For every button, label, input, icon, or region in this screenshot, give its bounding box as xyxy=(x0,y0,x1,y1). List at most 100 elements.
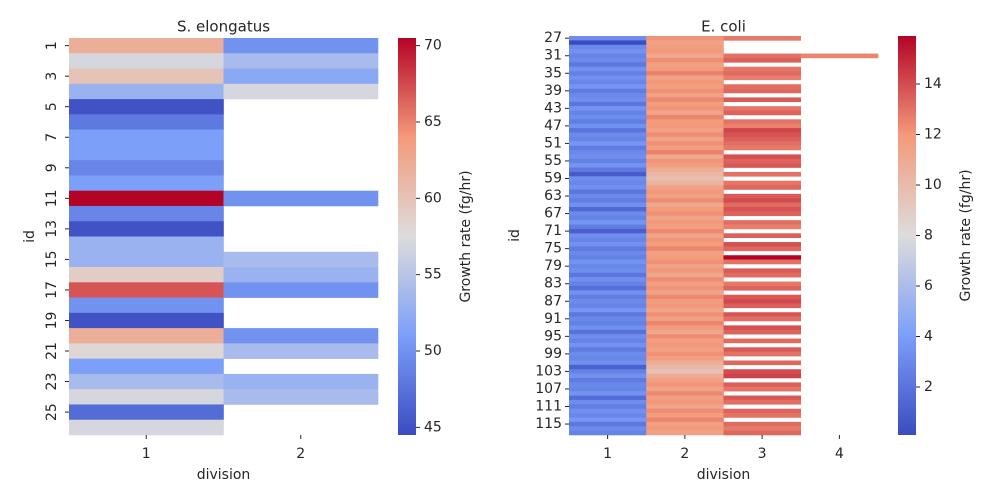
heatmap-cell xyxy=(223,53,379,69)
heatmap-cell xyxy=(569,246,647,252)
y-tick-label: 111 xyxy=(535,399,562,415)
heatmap-cell xyxy=(646,421,724,427)
heatmap-cell xyxy=(723,185,802,190)
heatmap-cell xyxy=(569,123,647,129)
x-axis-label: division xyxy=(697,467,751,483)
y-tick-label: 9 xyxy=(44,163,60,172)
heatmap-cell xyxy=(646,176,724,181)
heatmap-cell xyxy=(646,145,724,151)
heatmap-cell xyxy=(723,163,802,168)
heatmap-cell xyxy=(646,264,724,269)
x-axis-label: division xyxy=(197,467,251,483)
heatmap-cell xyxy=(569,228,647,234)
heatmap-cell xyxy=(646,312,724,317)
heatmap-cell xyxy=(569,338,647,344)
heatmap-cell xyxy=(646,106,724,111)
heatmap-cell xyxy=(723,351,802,357)
heatmap-cell xyxy=(569,373,647,379)
colorbar-tick-label: 65 xyxy=(424,114,442,130)
heatmap-cell xyxy=(569,101,647,107)
heatmap-cell xyxy=(723,347,802,352)
heatmap-cell xyxy=(646,233,724,238)
heatmap-cell xyxy=(646,242,724,247)
heatmap-cell xyxy=(569,189,647,195)
heatmap-cell xyxy=(723,299,802,304)
heatmap-cell xyxy=(646,364,724,370)
heatmap-cell xyxy=(569,299,647,304)
heatmap-cell xyxy=(69,312,224,329)
heatmap-cell xyxy=(646,185,724,190)
heatmap-cell xyxy=(69,373,224,390)
heatmap-cell xyxy=(723,281,802,287)
y-tick-label: 11 xyxy=(44,189,60,207)
heatmap-cell xyxy=(569,430,647,436)
heatmap-cell xyxy=(223,68,379,85)
heatmap-cell xyxy=(69,404,224,421)
heatmap-cell xyxy=(69,160,224,176)
heatmap-cell xyxy=(646,158,724,164)
heatmap-cell xyxy=(569,44,647,50)
heatmap-cell xyxy=(569,110,647,116)
x-tick-label: 4 xyxy=(835,446,844,462)
y-tick-label: 35 xyxy=(544,65,562,81)
y-tick-label: 63 xyxy=(544,188,562,204)
heatmap-cell xyxy=(569,215,647,221)
heatmap-cell xyxy=(723,316,802,322)
heatmap-cell xyxy=(646,202,724,208)
heatmap-cell xyxy=(646,250,724,256)
heatmap-cell xyxy=(569,404,647,409)
heatmap-cell xyxy=(646,404,724,409)
heatmap-cell xyxy=(646,417,724,423)
heatmap-cell xyxy=(69,205,224,222)
heatmap-cell xyxy=(569,163,647,168)
y-tick-label: 19 xyxy=(44,312,60,330)
heatmap-cell xyxy=(69,175,224,191)
colorbar-tick-label: 8 xyxy=(924,228,933,244)
y-tick-label: 23 xyxy=(44,373,60,391)
heatmap-cell xyxy=(646,430,724,436)
heatmap-cell xyxy=(646,395,724,401)
heatmap-cell xyxy=(723,430,802,436)
heatmap-cell xyxy=(569,303,647,309)
heatmap-cell xyxy=(569,408,647,414)
heatmap-cell xyxy=(646,386,724,392)
heatmap-cell xyxy=(646,299,724,304)
heatmap-cell xyxy=(569,285,647,291)
heatmap-cell xyxy=(569,342,647,348)
heatmap-cell xyxy=(646,40,724,46)
heatmap-cell xyxy=(569,71,647,76)
heatmap-cell xyxy=(569,158,647,164)
colorbar-tick-label: 12 xyxy=(924,126,942,142)
heatmap-cell xyxy=(646,207,724,212)
heatmap-cell xyxy=(646,154,724,160)
heatmap-cell xyxy=(569,66,647,72)
colorbar-tick-label: 6 xyxy=(924,278,933,294)
heatmap-cell xyxy=(646,62,724,67)
heatmap-cell xyxy=(223,267,379,283)
heatmap-cell xyxy=(723,325,802,331)
heatmap-cell xyxy=(69,297,224,314)
heatmap-cell xyxy=(69,144,224,161)
heatmap-cell xyxy=(723,312,802,317)
y-tick-label: 7 xyxy=(44,133,60,142)
heatmap-cell xyxy=(569,386,647,392)
heatmap-cell xyxy=(569,233,647,238)
colorbar-tick-label: 50 xyxy=(424,343,442,359)
colorbar-label: Growth rate (fg/hr) xyxy=(958,169,974,301)
heatmap-cell xyxy=(223,282,379,298)
heatmap-cell xyxy=(646,163,724,168)
heatmap-cell xyxy=(723,224,802,230)
heatmap-cell xyxy=(723,220,802,225)
heatmap-cell xyxy=(569,391,647,396)
colorbar-tick-label: 70 xyxy=(424,38,442,54)
heatmap-cell xyxy=(69,389,224,405)
y-tick-label: 87 xyxy=(544,293,562,309)
heatmap-cell xyxy=(646,110,724,116)
heatmap-cell xyxy=(569,413,647,418)
heatmap-cell xyxy=(723,413,802,418)
y-tick-label: 13 xyxy=(44,220,60,238)
chart-title: E. coli xyxy=(701,18,746,36)
heatmap-cell xyxy=(723,426,802,431)
y-axis-label: id xyxy=(22,230,38,243)
y-tick-label: 27 xyxy=(544,30,562,46)
